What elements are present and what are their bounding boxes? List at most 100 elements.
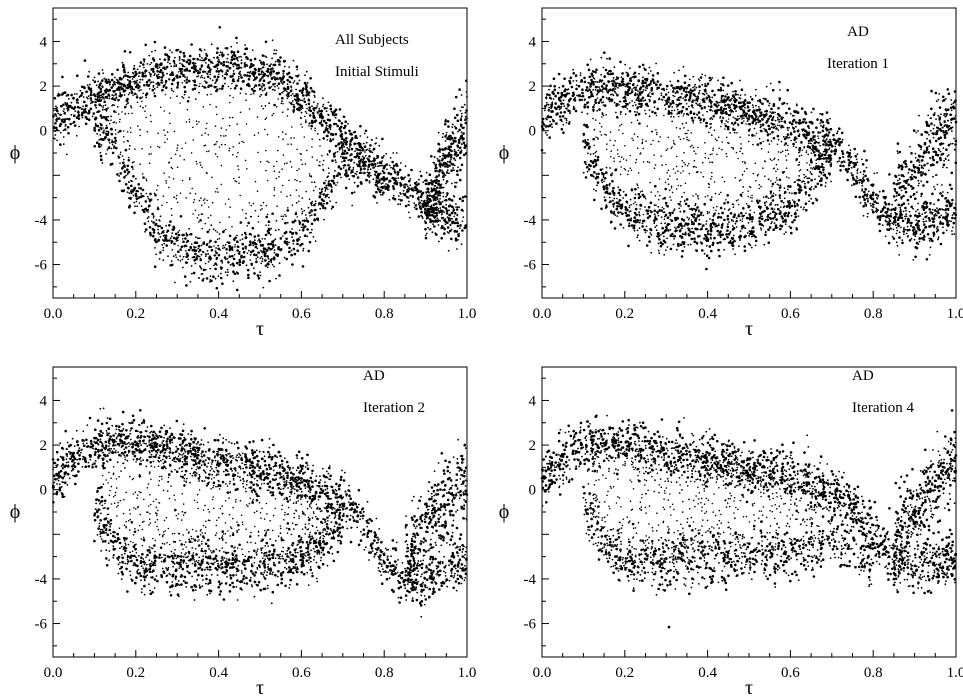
data-point [120,189,124,193]
data-point [149,63,152,66]
data-point [553,85,556,88]
data-point [549,84,552,88]
data-point [66,103,69,106]
data-point [159,236,162,238]
data-point [295,102,298,104]
data-point [742,101,744,103]
data-point [144,43,147,47]
data-point [157,145,159,148]
data-point [259,78,262,81]
data-point [183,65,186,68]
data-point [172,90,175,93]
data-point [600,56,603,59]
data-point [165,224,168,227]
data-point [654,111,657,115]
data-point [247,221,250,225]
data-point [70,101,73,104]
data-point [320,193,322,195]
data-point [435,178,438,181]
data-point [348,159,351,161]
data-point [298,106,301,110]
data-point [274,60,277,63]
data-point [124,84,126,87]
data-point [56,139,58,142]
data-point [192,70,196,74]
data-point [288,246,291,250]
data-point [165,53,168,57]
data-point [170,235,173,238]
data-point [218,54,221,57]
data-point [235,288,239,292]
data-point [159,251,162,254]
data-point [832,133,835,137]
data-point [201,279,205,282]
data-point [945,212,947,214]
data-point [600,85,603,88]
data-point [378,178,381,182]
data-point [454,185,457,188]
data-point [300,123,302,126]
data-point [887,241,891,245]
data-point [103,115,106,118]
data-point [638,72,640,75]
data-point [365,141,368,144]
data-point [342,138,346,142]
data-point [311,146,313,148]
data-point [314,127,317,130]
data-point [442,132,445,135]
data-point [594,98,597,102]
data-point [269,248,272,251]
data-point [234,244,236,246]
data-point [63,120,66,122]
data-point [181,70,184,73]
data-point [695,102,697,105]
data-point [148,198,151,201]
data-point [540,148,544,152]
data-point [347,163,350,167]
data-point [270,261,273,264]
data-point [735,105,738,109]
data-point [430,187,433,190]
data-point [132,168,134,170]
data-point [327,127,329,130]
data-point [717,88,720,92]
data-point [593,77,596,80]
data-point [96,111,98,113]
data-point [73,124,77,127]
data-point [306,89,309,92]
data-point [153,221,155,224]
data-point [125,174,127,177]
data-point [328,125,331,128]
data-point [166,131,169,133]
data-point [776,134,780,138]
data-point [466,117,468,120]
data-point [62,143,65,146]
data-point [789,112,792,115]
data-point [366,171,369,174]
data-point [292,111,295,114]
data-point [915,219,918,222]
data-point [248,202,251,204]
x-tick-label: 0.8 [375,306,394,322]
data-point [437,224,440,226]
data-point [459,168,462,172]
data-point [755,88,757,91]
data-point [244,47,247,51]
data-point [857,179,860,182]
data-point [165,239,169,242]
data-point [105,134,108,137]
data-point [399,184,403,187]
data-point [114,76,116,79]
data-point [428,173,432,176]
data-point [260,262,263,265]
data-point [157,224,160,228]
data-point [607,73,610,76]
data-point [196,123,198,125]
data-point [327,101,330,104]
data-point [260,204,262,207]
data-point [408,204,410,207]
data-point [141,74,145,78]
data-point [84,115,88,119]
scatter-points [52,26,468,292]
data-point [905,215,908,218]
